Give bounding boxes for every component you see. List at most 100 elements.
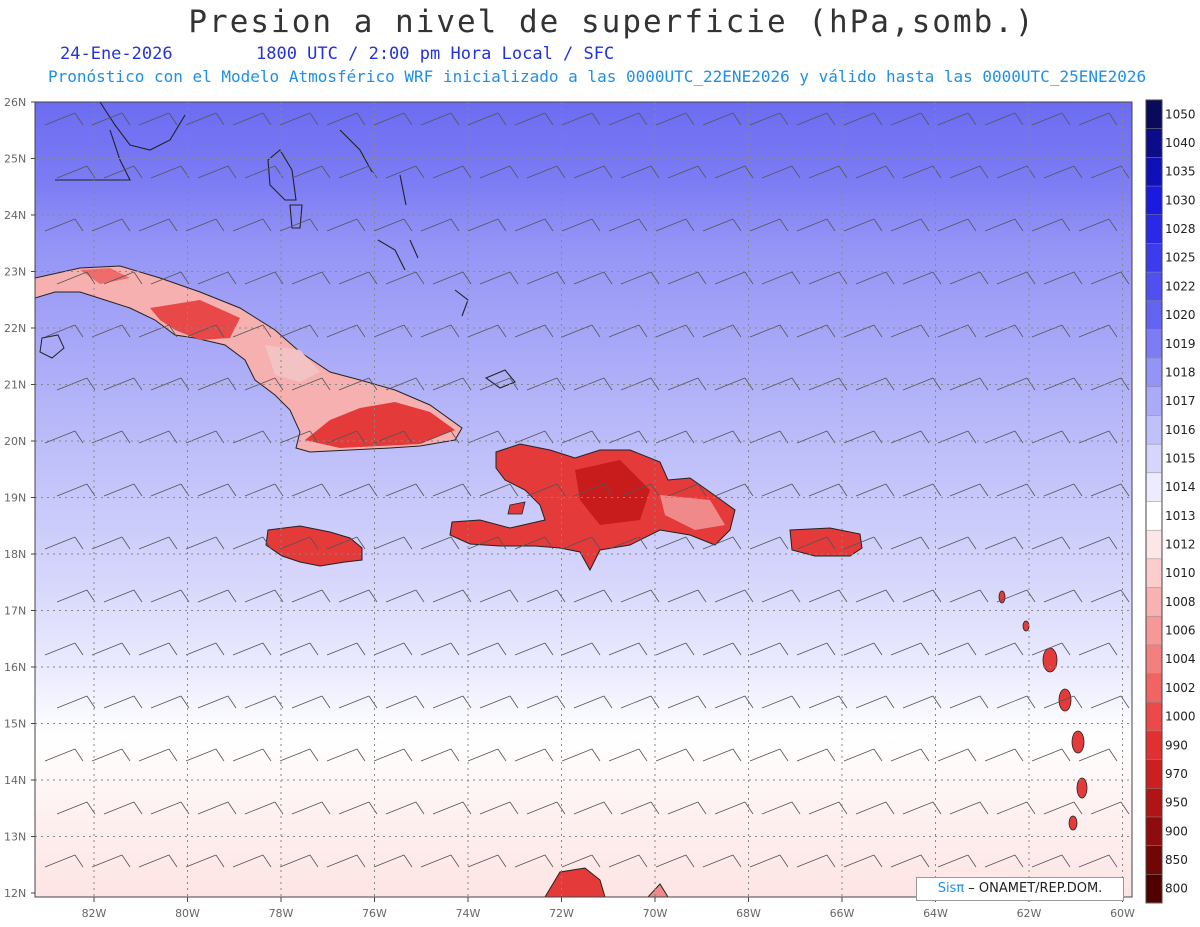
wind-barb xyxy=(667,801,707,815)
colorbar-label: 1010 xyxy=(1165,566,1196,580)
wind-barb xyxy=(479,165,519,179)
wind-barb xyxy=(761,483,801,497)
latitude-label: 18N xyxy=(4,548,26,561)
wind-barb xyxy=(561,324,601,338)
wind-barb xyxy=(326,748,366,762)
cuba-landmass xyxy=(35,265,463,453)
wind-barb xyxy=(479,377,519,391)
wind-barb xyxy=(291,271,331,285)
colorbar-segment xyxy=(1146,759,1162,789)
forecast-info: Pronóstico con el Modelo Atmosférico WRF… xyxy=(48,67,1147,86)
colorbar-segment xyxy=(1146,845,1162,875)
colorbar-label: 1014 xyxy=(1165,480,1196,494)
wind-barb xyxy=(103,801,143,815)
wind-barb xyxy=(843,536,883,550)
wind-barb xyxy=(843,748,883,762)
wind-barb xyxy=(608,112,648,126)
colorbar-segment xyxy=(1146,243,1162,273)
tortuga xyxy=(507,501,526,515)
colorbar-label: 1006 xyxy=(1165,624,1196,638)
colorbar-label: 900 xyxy=(1165,824,1188,838)
colorbar-segment xyxy=(1146,816,1162,846)
wind-barb xyxy=(949,271,989,285)
wind-barb xyxy=(984,642,1024,656)
wind-barb xyxy=(1031,536,1071,550)
wind-barb xyxy=(749,642,789,656)
colorbar-label: 1012 xyxy=(1165,538,1196,552)
wind-barb xyxy=(561,642,601,656)
wind-barb xyxy=(420,854,460,868)
latitude-label: 25N xyxy=(4,153,26,166)
colorbar-segment xyxy=(1146,386,1162,416)
wind-barb xyxy=(667,165,707,179)
wind-barb xyxy=(1043,801,1083,815)
wind-barb xyxy=(761,165,801,179)
wind-barb xyxy=(749,748,789,762)
wind-barb xyxy=(902,801,942,815)
wind-barb xyxy=(655,324,695,338)
wind-barb xyxy=(1043,271,1083,285)
wind-barb xyxy=(385,801,425,815)
wind-barb xyxy=(138,536,178,550)
colorbar-label: 1028 xyxy=(1165,222,1196,236)
wind-barb xyxy=(855,695,895,709)
wind-barb xyxy=(808,377,848,391)
wind-barb xyxy=(761,695,801,709)
latitude-label: 23N xyxy=(4,266,26,279)
wind-barb xyxy=(197,801,237,815)
wind-barb xyxy=(373,324,413,338)
colorbar-label: 800 xyxy=(1165,882,1188,896)
wind-barb xyxy=(197,695,237,709)
wind-barb xyxy=(561,112,601,126)
wind-barb xyxy=(702,854,742,868)
wind-barb xyxy=(1043,483,1083,497)
wind-barb xyxy=(185,748,225,762)
wind-barb xyxy=(479,589,519,603)
colorbar-label: 1040 xyxy=(1165,136,1196,150)
wind-barb xyxy=(1043,377,1083,391)
wind-barb xyxy=(949,483,989,497)
wind-barb xyxy=(291,801,331,815)
wind-barb xyxy=(373,854,413,868)
wind-barb xyxy=(385,483,425,497)
wind-barb xyxy=(291,483,331,497)
colorbar-label: 1016 xyxy=(1165,423,1196,437)
credit-box: Sisπ – ONAMET/REP.DOM. xyxy=(916,877,1124,901)
wind-barb xyxy=(526,165,566,179)
wind-barb xyxy=(808,589,848,603)
wind-barb xyxy=(185,536,225,550)
longitude-label: 66W xyxy=(830,907,855,920)
wind-barb xyxy=(138,112,178,126)
colorbar-label: 1018 xyxy=(1165,365,1196,379)
wind-barb xyxy=(702,536,742,550)
wind-barb xyxy=(279,324,319,338)
wind-barb xyxy=(761,377,801,391)
longitude-label: 68W xyxy=(736,907,761,920)
wind-barb xyxy=(984,112,1024,126)
latitude-label: 26N xyxy=(4,96,26,109)
colorbar-segment xyxy=(1146,616,1162,645)
latitude-label: 14N xyxy=(4,774,26,787)
colorbar-segment xyxy=(1146,272,1162,301)
latitude-label: 15N xyxy=(4,718,26,731)
wind-barb xyxy=(420,642,460,656)
latitude-label: 17N xyxy=(4,605,26,618)
wind-barb xyxy=(479,695,519,709)
wind-barb xyxy=(796,536,836,550)
wind-barb xyxy=(843,854,883,868)
wind-barb xyxy=(749,536,789,550)
wind-barb xyxy=(843,642,883,656)
wind-barb xyxy=(796,324,836,338)
wind-barb xyxy=(479,483,519,497)
wind-barb xyxy=(890,536,930,550)
wind-barb xyxy=(467,642,507,656)
colorbar-label: 1025 xyxy=(1165,251,1196,265)
wind-barb xyxy=(138,748,178,762)
wind-barb xyxy=(561,430,601,444)
colorbar-label: 1050 xyxy=(1165,107,1196,121)
wind-barb xyxy=(655,748,695,762)
wind-barb xyxy=(1078,854,1118,868)
colorbar-label: 850 xyxy=(1165,853,1188,867)
wind-barb xyxy=(949,695,989,709)
wind-barb xyxy=(1078,218,1118,232)
